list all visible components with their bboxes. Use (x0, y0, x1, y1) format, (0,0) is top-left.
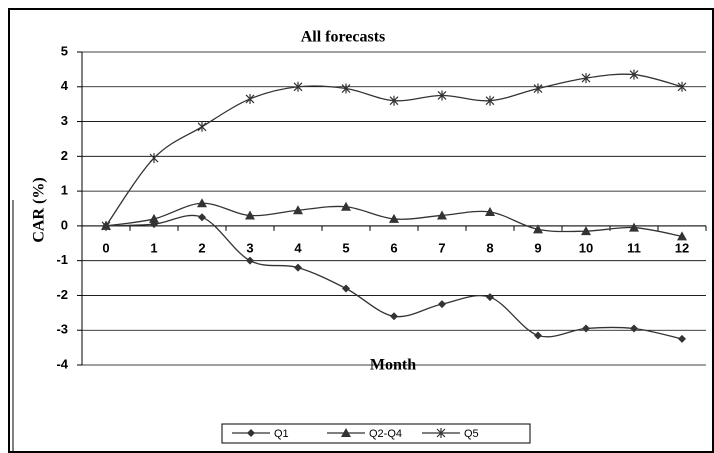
y-tick-label: 4 (61, 78, 69, 93)
chart-title: All forecasts (301, 29, 386, 46)
marker (341, 428, 351, 437)
marker (630, 324, 638, 333)
marker (581, 226, 591, 236)
y-tick-label: 2 (61, 148, 68, 163)
x-tick-label: 11 (627, 240, 641, 255)
legend-label: Q5 (464, 428, 479, 440)
marker (341, 201, 351, 211)
legend-label: Q1 (274, 428, 289, 440)
marker (582, 324, 590, 333)
marker (390, 312, 398, 321)
marker (389, 213, 399, 223)
marker (486, 293, 494, 302)
marker (389, 95, 399, 106)
marker (534, 331, 542, 340)
marker (436, 428, 446, 438)
x-tick-label: 10 (579, 240, 593, 255)
x-tick-label: 1 (150, 240, 157, 255)
x-tick-label: 6 (390, 240, 397, 255)
marker (293, 81, 303, 92)
marker (629, 222, 639, 232)
marker (197, 198, 207, 208)
y-tick-label: -4 (56, 356, 68, 371)
marker (437, 90, 447, 101)
x-tick-label: 7 (438, 240, 445, 255)
marker (581, 73, 591, 84)
legend (221, 423, 531, 444)
x-tick-label: 8 (486, 240, 493, 255)
y-tick-label: 1 (61, 183, 68, 198)
marker (533, 83, 543, 94)
marker (342, 284, 350, 293)
x-tick-label: 0 (102, 240, 109, 255)
x-tick-label: 9 (534, 240, 541, 255)
marker (293, 205, 303, 215)
marker (246, 256, 254, 265)
marker (198, 213, 206, 222)
marker (438, 300, 446, 309)
marker (485, 206, 495, 216)
marker (341, 83, 351, 94)
frame (8, 8, 714, 453)
marker (101, 220, 111, 231)
marker (197, 121, 207, 132)
marker (533, 224, 543, 234)
y-tick-label: -1 (56, 252, 68, 267)
y-tick-label: 3 (61, 113, 68, 128)
marker (629, 69, 639, 80)
marker (247, 429, 255, 437)
marker (294, 263, 302, 272)
x-tick-label: 3 (246, 240, 253, 255)
marker (437, 210, 447, 220)
x-tick-label: 5 (342, 240, 349, 255)
marker (149, 213, 159, 223)
y-tick-label: -3 (56, 322, 68, 337)
marker (677, 231, 687, 241)
marker (677, 81, 687, 92)
marker (149, 153, 159, 164)
legend-label: Q2-Q4 (369, 428, 402, 440)
marker (485, 95, 495, 106)
series-line (105, 214, 683, 340)
y-tick-label: 0 (61, 217, 68, 232)
marker (245, 93, 255, 104)
y-tick-label: 5 (61, 43, 68, 58)
marker (678, 334, 686, 343)
y-axis-label: CAR (%) (31, 177, 48, 242)
x-tick-label: 4 (294, 240, 302, 255)
marker (245, 210, 255, 220)
y-tick-label: -2 (56, 287, 68, 302)
x-tick-label: 2 (198, 240, 205, 255)
x-tick-label: 12 (675, 240, 689, 255)
